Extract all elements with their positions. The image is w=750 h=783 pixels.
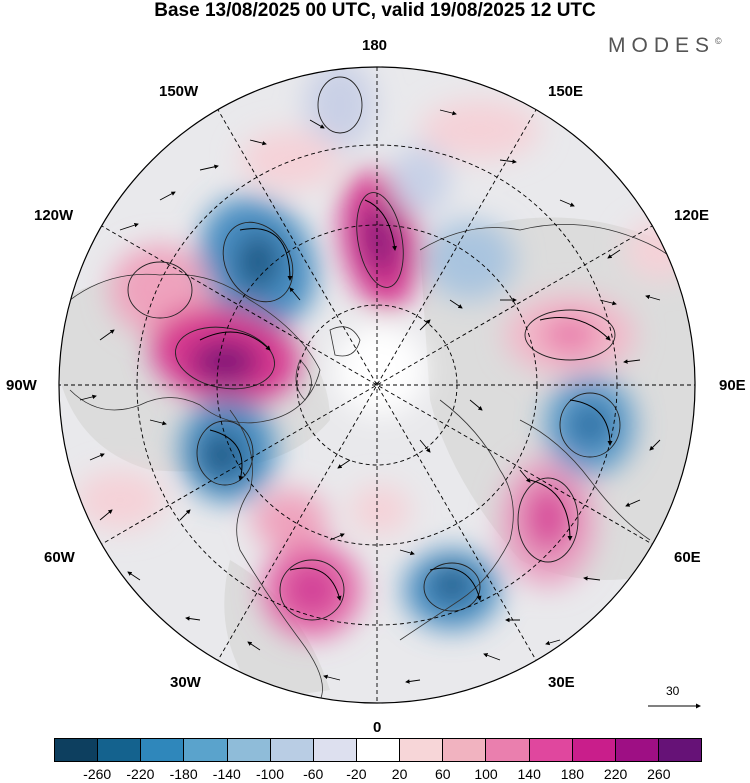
- lon-label-150e: 150E: [548, 83, 584, 100]
- colorbar: [54, 738, 702, 762]
- colorbar-swatch: [313, 739, 357, 761]
- colorbar-tick-label: -140: [212, 766, 241, 782]
- colorbar-tick-label: 180: [560, 766, 585, 782]
- colorbar-tick-label: -20: [346, 766, 367, 782]
- colorbar-swatch: [400, 739, 444, 761]
- colorbar-swatch: [356, 739, 401, 761]
- colorbar-tick-label: -60: [303, 766, 324, 782]
- colorbar-tick-label: 60: [435, 766, 451, 782]
- lon-label-150w: 150W: [159, 83, 199, 100]
- colorbar-tick-label: 20: [391, 766, 408, 782]
- brand-logo: MODES©: [608, 34, 722, 58]
- lon-label-30w: 30W: [170, 674, 201, 691]
- colorbar-tick-label: -220: [126, 766, 155, 782]
- lon-label-120e: 120E: [674, 207, 710, 224]
- lon-label-90e: 90E: [719, 377, 746, 394]
- colorbar-swatch: [270, 739, 314, 761]
- colorbar-swatch: [529, 739, 573, 761]
- map-title: Base 13/08/2025 00 UTC, valid 19/08/2025…: [154, 0, 596, 21]
- colorbar-swatch: [443, 739, 487, 761]
- colorbar-swatch: [184, 739, 228, 761]
- colorbar-tick-label: 100: [474, 766, 498, 782]
- lon-label-30e: 30E: [548, 674, 575, 691]
- wind-vectors: [79, 109, 661, 684]
- colorbar-swatch: [486, 739, 530, 761]
- lon-label-120w: 120W: [34, 207, 74, 224]
- circulation-arrows: [199, 199, 613, 601]
- colorbar-tick-label: 140: [517, 766, 541, 782]
- colorbar-tick-label: 220: [603, 766, 628, 782]
- map-border: [58, 66, 696, 704]
- colorbar-tick-label: 260: [647, 766, 671, 782]
- colorbar-swatch: [55, 739, 99, 761]
- lon-label-60e: 60E: [674, 549, 701, 566]
- colorbar-swatch: [141, 739, 185, 761]
- lon-label-0: 0: [373, 719, 382, 736]
- contour-lines: [127, 76, 621, 621]
- copyright-mark: ©: [715, 36, 722, 46]
- colorbar-swatch: [572, 739, 616, 761]
- colorbar-swatch: [98, 739, 142, 761]
- graticule: [59, 67, 695, 703]
- lon-label-90w: 90W: [6, 377, 37, 394]
- reference-vector-label: 30: [666, 684, 680, 698]
- colorbar-tick-label: -180: [169, 766, 198, 782]
- colorbar-swatch: [227, 739, 271, 761]
- lon-label-180: 180: [362, 37, 388, 54]
- colorbar-swatch: [658, 739, 702, 761]
- colorbar-tick-label: -260: [83, 766, 112, 782]
- lon-label-60w: 60W: [44, 549, 75, 566]
- colorbar-swatch: [615, 739, 659, 761]
- colorbar-ticks: -260 -220 -180 -140 -100 -60 -20 20 60 100 140 180 2…: [54, 764, 702, 782]
- brand-name: MODES: [608, 34, 716, 57]
- colorbar-tick-label: -100: [255, 766, 285, 782]
